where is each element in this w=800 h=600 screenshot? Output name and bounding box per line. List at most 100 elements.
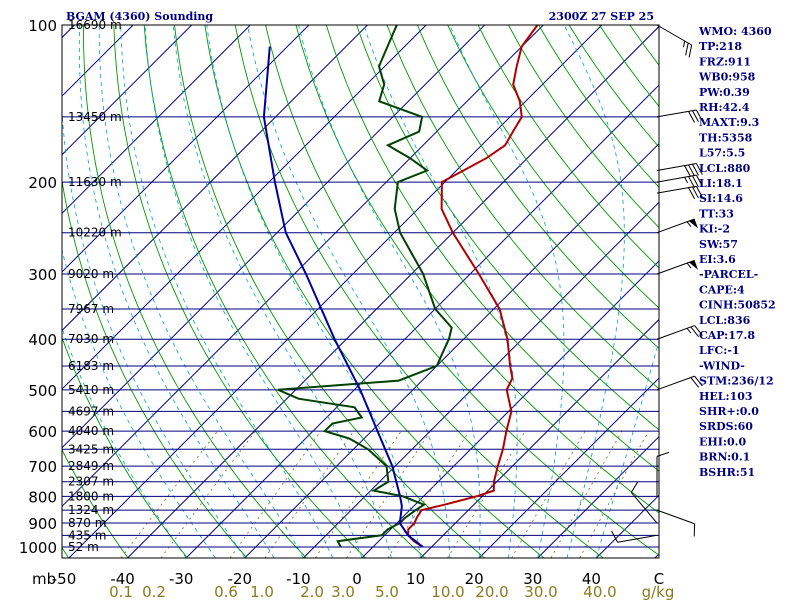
stability-index-item: LI:18.1	[699, 177, 743, 190]
wind-barb-flag	[694, 325, 703, 336]
dry-adiabat-line	[325, 25, 659, 472]
wind-barb-staff	[656, 218, 695, 234]
moist-adiabat-line	[247, 25, 451, 558]
stability-index-item: LCL:880	[699, 162, 751, 175]
mixing-ratio-label: 30.0	[524, 583, 557, 600]
mixing-ratio-line	[511, 430, 586, 558]
stability-index-item: KI:-2	[699, 223, 730, 236]
moist-adiabat-line	[62, 248, 216, 558]
stability-index-item: MAXT:9.3	[699, 116, 759, 129]
stability-index-item: STM:236/12	[699, 375, 774, 388]
height-label: 5410 m	[68, 383, 114, 397]
mixing-ratio-line	[160, 430, 256, 558]
parcel-trace-line	[262, 46, 424, 548]
wind-barb-flag	[692, 186, 699, 199]
isotherm-line	[62, 25, 193, 156]
temperature-tick-label: 30	[523, 570, 542, 588]
isotherm-line	[185, 84, 659, 558]
wind-barb	[656, 174, 703, 188]
stability-index-item: SRDS:60	[699, 420, 753, 433]
mixing-ratio-line	[550, 430, 623, 558]
wind-barb	[656, 109, 703, 123]
wind-barb-flag	[688, 111, 695, 123]
stability-index-item: CINH:50852	[699, 299, 776, 312]
moist-adiabat-line	[120, 25, 333, 558]
mixing-ratio-line	[229, 430, 322, 558]
dry-adiabat-line	[62, 448, 129, 558]
temperature-tick-label: -10	[286, 570, 311, 588]
wind-barb-staff	[656, 163, 697, 171]
plot-frame	[61, 24, 660, 559]
height-label: 7967 m	[68, 302, 114, 316]
dewpoint-profile-line	[277, 25, 453, 548]
moist-adiabat-line	[563, 25, 625, 558]
moist-adiabat-line	[206, 25, 421, 558]
stability-index-item: SI:14.6	[699, 192, 743, 205]
pressure-tick-label: 700	[28, 458, 57, 476]
height-label: 2849 m	[68, 459, 114, 473]
mixing-ratio-line	[346, 430, 431, 558]
isotherm-line	[537, 435, 659, 558]
isotherm-line	[62, 25, 368, 332]
stability-index-item: LCL:836	[699, 314, 751, 327]
stability-index-item: SW:57	[699, 238, 738, 251]
wind-barb-staff	[656, 375, 695, 391]
height-label: 4040 m	[68, 424, 114, 438]
dry-adiabat-line	[113, 25, 367, 558]
wind-barb-pennant	[688, 219, 699, 229]
height-label: 11630 m	[68, 175, 122, 189]
moist-adiabat-line	[98, 25, 304, 558]
isotherm-line	[127, 25, 659, 558]
wind-barb-half-flag	[686, 262, 692, 269]
height-label: 4697 m	[68, 404, 114, 418]
wind-barb-flag	[688, 187, 695, 199]
pressure-tick-label: 1000	[19, 539, 57, 557]
wind-barb	[611, 530, 658, 543]
wind-barb-staff	[656, 24, 692, 46]
pressure-tick-label: 900	[28, 515, 57, 533]
moist-adiabat-line	[172, 25, 392, 558]
wind-barb-flag	[695, 174, 703, 187]
wind-barb	[656, 375, 703, 391]
mixing-ratio-label: 0.6	[214, 583, 238, 600]
wind-barb-half-flag	[684, 177, 689, 184]
dry-adiabat-line	[62, 336, 188, 558]
mixing-ratio-unit-label: g/kg	[642, 583, 675, 600]
valid-time: 2300Z 27 SEP 25	[549, 10, 654, 23]
dry-adiabat-line	[204, 25, 545, 558]
moist-adiabat-line	[62, 326, 187, 558]
pressure-tick-label: 600	[28, 423, 57, 441]
dry-adiabat-line	[538, 25, 659, 188]
isotherm-line	[62, 25, 486, 449]
stability-index-item: TP:218	[699, 40, 742, 53]
wind-barb	[656, 185, 703, 199]
isotherm-line	[244, 142, 659, 558]
moist-adiabat-line	[144, 25, 363, 558]
wind-barb-flag	[692, 164, 699, 176]
mixing-ratio-line	[579, 430, 650, 558]
height-label: 9020 m	[68, 267, 114, 281]
temperature-tick-label: 20	[465, 570, 484, 588]
isotherm-line	[62, 25, 544, 508]
isotherm-line	[62, 25, 75, 39]
wind-barb-flag	[690, 326, 700, 338]
wind-barb-flag	[695, 109, 703, 122]
isotherm-line	[62, 25, 427, 390]
wind-barb-staff	[656, 109, 697, 118]
dry-adiabat-line	[782, 25, 800, 558]
dry-adiabat-line	[416, 25, 659, 349]
isotherm-line	[62, 25, 251, 215]
temperature-tick-label: -40	[110, 570, 135, 588]
stability-index-item: -PARCEL-	[699, 268, 758, 281]
height-label: 10220 m	[68, 226, 122, 240]
wind-barb-flag	[690, 377, 700, 388]
wind-barb-half-flag	[682, 40, 686, 48]
stability-index-item: SHR+:0.0	[699, 405, 759, 418]
mixing-ratio-line	[314, 430, 402, 558]
wind-barb-flag	[695, 185, 703, 198]
height-label: 13450 m	[68, 110, 122, 124]
isotherm-line	[361, 260, 659, 558]
pressure-unit-label: mb	[32, 570, 56, 588]
